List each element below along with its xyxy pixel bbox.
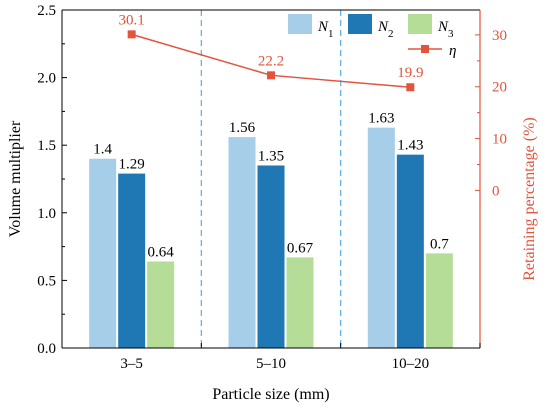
x-axis-title: Particle size (mm) [212, 386, 329, 403]
bar-n2-2 [257, 165, 285, 348]
y-tick-label: 1.0 [37, 206, 56, 222]
legend-swatch-n3 [408, 14, 432, 34]
retaining-point [406, 83, 415, 92]
bar-value-label: 1.4 [93, 142, 112, 158]
bar-value-label: 1.35 [258, 148, 284, 164]
legend-swatch-n2 [348, 14, 372, 34]
category-separators [200, 10, 342, 348]
y2-tick-label: 20 [492, 80, 507, 96]
bar-value-label: 0.64 [148, 244, 175, 260]
retaining-point [127, 30, 136, 39]
legend-label-eta: η [449, 43, 456, 59]
y-axis-title: Volume multiplier [7, 120, 24, 237]
x-tick-label: 3–5 [120, 356, 143, 372]
y2-tick-label: 10 [492, 132, 507, 148]
bar-n1-2 [228, 137, 256, 348]
bar-n3-1 [147, 261, 175, 348]
retaining-value-label: 22.2 [258, 53, 284, 69]
retaining-point [267, 71, 275, 80]
bar-value-label: 1.29 [119, 157, 145, 173]
bar-value-label: 1.56 [229, 120, 256, 136]
legend-marker-eta [421, 45, 429, 53]
bar-value-labels: 1.4 1.29 0.64 1.561.35 0.67 1.631.43 0.7 [93, 111, 449, 261]
y2-axis-title: Retaining percentage (%) [521, 117, 538, 280]
y-tick-label: 1.5 [37, 138, 56, 154]
legend: N1 N2 N3 η [288, 14, 456, 59]
bar-n3-3 [425, 253, 453, 348]
legend-label: N2 [377, 19, 394, 40]
retaining-value-label: 30.1 [119, 12, 145, 28]
x-tick-label: 5–10 [256, 356, 286, 372]
legend-label: N3 [437, 19, 454, 40]
bars-group [89, 127, 453, 349]
y2-tick-label: 0 [492, 183, 500, 199]
y-tick-label: 0.5 [37, 273, 56, 289]
bar-value-label: 0.7 [430, 236, 449, 252]
legend-label: N1 [317, 19, 334, 40]
axes-group: 0.0 0.5 1.0 1.5 2.0 2.5 0 10 20 30 3–5 5–10 10–20 Par… [7, 3, 538, 403]
bar-value-label: 1.63 [368, 111, 394, 127]
bar-n3-2 [286, 257, 314, 348]
y-tick-label: 2.5 [37, 3, 56, 19]
y2-tick-label: 30 [492, 28, 507, 44]
bar-value-label: 1.43 [397, 138, 423, 154]
retaining-line-group: 30.1 22.2 19.9 [119, 12, 423, 92]
bar-n2-1 [118, 173, 146, 348]
bar-n2-3 [396, 154, 424, 348]
bar-n1-1 [89, 158, 117, 348]
bar-value-label: 0.67 [287, 240, 314, 256]
x-tick-label: 10–20 [392, 356, 430, 372]
retaining-value-label: 19.9 [397, 65, 423, 81]
bar-n1-3 [367, 127, 395, 349]
y-tick-label: 0.0 [37, 341, 56, 357]
y-tick-label: 2.0 [37, 71, 56, 87]
legend-swatch-n1 [288, 14, 312, 34]
